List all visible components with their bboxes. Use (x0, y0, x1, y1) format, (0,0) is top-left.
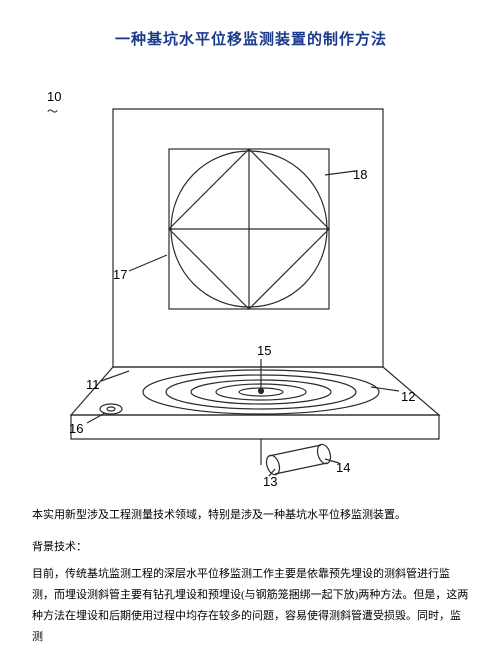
label-13: 13 (263, 474, 277, 489)
figure-svg (41, 67, 461, 487)
patent-figure: 10 〜 11 12 13 14 15 16 17 18 (41, 67, 461, 487)
background-paragraph: 目前，传统基坑监测工程的深层水平位移监测工作主要是依靠预先埋设的测斜管进行监测，… (32, 564, 470, 648)
label-17: 17 (113, 267, 127, 282)
label-14: 14 (336, 460, 350, 475)
label-11: 11 (86, 377, 100, 392)
background-heading: 背景技术： (32, 538, 470, 554)
page-title: 一种基坑水平位移监测装置的制作方法 (32, 28, 470, 49)
label-15: 15 (257, 343, 271, 358)
label-10: 10 (47, 89, 61, 104)
label-12: 12 (401, 389, 415, 404)
intro-paragraph: 本实用新型涉及工程测量技术领域，特别是涉及一种基坑水平位移监测装置。 (32, 505, 470, 526)
label-16: 16 (69, 421, 83, 436)
tilde-10: 〜 (47, 103, 58, 119)
label-18: 18 (353, 167, 367, 182)
